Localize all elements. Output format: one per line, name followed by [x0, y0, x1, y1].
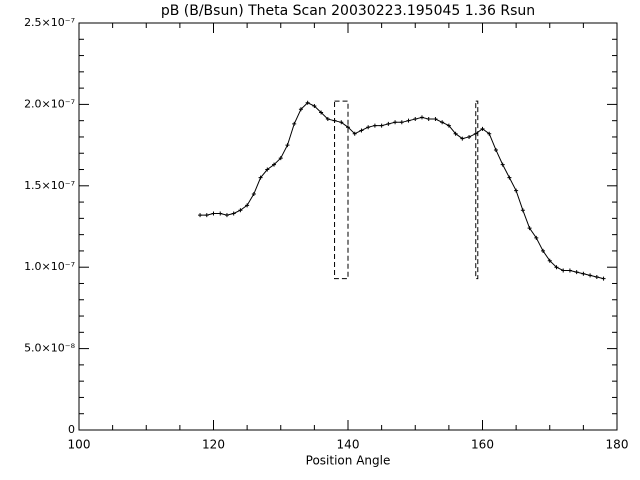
data-point [541, 248, 546, 253]
data-point [440, 120, 445, 125]
data-point [567, 268, 572, 273]
y-tick-label: 2.5×10⁻⁷ [24, 16, 75, 29]
data-point [245, 203, 250, 208]
data-point [554, 265, 559, 270]
x-tick-label: 160 [471, 438, 494, 452]
data-point [346, 125, 350, 130]
data-point [325, 117, 330, 122]
data-point [467, 134, 472, 139]
data-point [319, 110, 324, 115]
data-point [487, 131, 492, 136]
dashed-region [475, 100, 479, 280]
data-point [231, 211, 236, 216]
y-tick-label: 2.0×10⁻⁷ [24, 97, 75, 110]
data-point [305, 100, 310, 105]
y-tick-label: 5.0×10⁻⁸ [24, 342, 76, 355]
data-point [224, 213, 229, 218]
x-tick-label: 180 [606, 438, 629, 452]
data-point [406, 118, 411, 123]
x-tick-label: 120 [202, 438, 225, 452]
data-point [473, 131, 478, 136]
data-point [433, 117, 438, 122]
data-point [460, 136, 465, 141]
y-tick-label: 1.5×10⁻⁷ [24, 179, 75, 192]
data-point [601, 276, 606, 281]
data-point [446, 123, 451, 128]
data-point [426, 117, 431, 122]
data-point [278, 156, 283, 161]
data-point [372, 123, 377, 128]
data-point [312, 104, 317, 109]
data-point [594, 274, 599, 279]
data-point [198, 213, 203, 218]
chart-title: pB (B/Bsun) Theta Scan 20030223.195045 1… [161, 3, 535, 19]
y-tick-label: 1.0×10⁻⁷ [24, 260, 75, 273]
data-point [258, 175, 263, 180]
data-point [419, 115, 424, 120]
data-point [211, 211, 216, 216]
x-tick-label: 140 [337, 438, 360, 452]
data-point [298, 107, 303, 112]
data-point [561, 268, 566, 273]
data-point [238, 208, 243, 213]
data-point [218, 211, 223, 216]
data-point [574, 270, 579, 275]
data-point [285, 143, 290, 148]
data-point [251, 191, 256, 196]
data-point [292, 121, 297, 126]
data-point [480, 126, 485, 131]
data-point [493, 147, 498, 152]
data-point [507, 175, 512, 180]
dashed-region [334, 100, 349, 280]
data-point [366, 125, 371, 130]
data-point [386, 121, 391, 126]
data-point [534, 235, 539, 240]
data-point [399, 120, 404, 125]
x-axis-label: Position Angle [306, 454, 391, 468]
data-point [359, 128, 364, 133]
data-point [379, 123, 384, 128]
data-point [547, 258, 552, 263]
data-point [500, 162, 505, 167]
data-point [527, 226, 532, 231]
data-point [265, 167, 270, 172]
data-point [272, 162, 277, 167]
data-point [352, 131, 357, 136]
data-point [588, 273, 593, 278]
data-point [581, 271, 586, 276]
data-point [413, 117, 418, 122]
data-point [393, 120, 398, 125]
data-point [204, 213, 209, 218]
data-point [514, 188, 519, 193]
data-point [520, 208, 525, 213]
data-point [339, 120, 344, 125]
data-point [453, 131, 458, 136]
x-tick-label: 100 [68, 438, 91, 452]
data-point [332, 118, 337, 123]
y-tick-label: 0 [68, 423, 75, 436]
